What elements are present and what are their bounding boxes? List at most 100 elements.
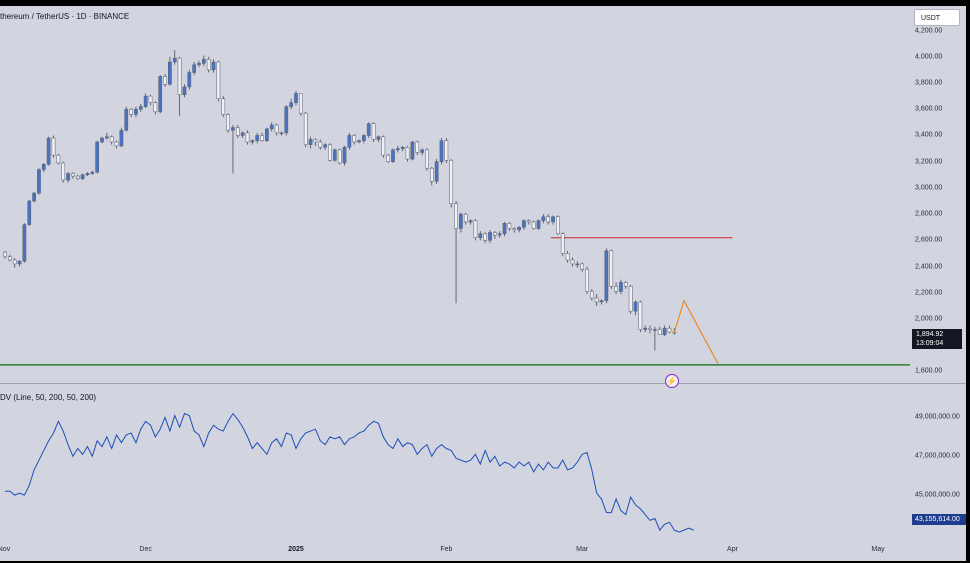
candle-down bbox=[153, 102, 158, 113]
candle-down bbox=[463, 213, 468, 223]
candle-up bbox=[105, 136, 109, 139]
candle-down bbox=[3, 251, 7, 257]
candle-up bbox=[37, 169, 41, 194]
candle-down bbox=[114, 141, 119, 147]
candle-up bbox=[308, 139, 313, 145]
candle-down bbox=[493, 232, 497, 236]
candle-up bbox=[497, 233, 502, 236]
candle-up bbox=[17, 261, 22, 265]
candle-down bbox=[454, 203, 458, 229]
candle-up bbox=[138, 106, 143, 110]
candle-up bbox=[134, 108, 138, 115]
price-chart[interactable] bbox=[0, 6, 910, 541]
candle-up bbox=[95, 141, 100, 173]
candle-up bbox=[357, 140, 361, 143]
time-tick-label: 2025 bbox=[288, 546, 304, 553]
candle-up bbox=[376, 136, 381, 140]
candle-down bbox=[609, 250, 614, 287]
price-tick-label: 3,800.00 bbox=[915, 79, 943, 87]
time-tick-label: Mar bbox=[576, 546, 589, 553]
candle-up bbox=[22, 224, 27, 262]
candle-down bbox=[526, 220, 531, 223]
candle-down bbox=[371, 123, 376, 140]
currency-button[interactable]: USDT bbox=[914, 9, 960, 26]
chart-area[interactable]: thereum / TetherUS · 1D · BINANCE DV (Li… bbox=[0, 6, 910, 541]
candle-down bbox=[507, 223, 512, 229]
chart-title[interactable]: thereum / TetherUS · 1D · BINANCE bbox=[0, 12, 130, 21]
candle-up bbox=[366, 123, 371, 136]
candle-up bbox=[27, 200, 32, 225]
candle-down bbox=[129, 108, 133, 115]
price-tick-label: 2,400.00 bbox=[915, 263, 943, 271]
candle-down bbox=[109, 136, 114, 143]
price-axis[interactable]: USDT 4,200.00 4,000.00 3,800.00 3,600.00 3,4… bbox=[910, 6, 966, 541]
candle-up bbox=[250, 140, 255, 143]
candle-down bbox=[71, 173, 75, 177]
candle-down bbox=[328, 144, 332, 161]
price-tick-label: 2,600.00 bbox=[915, 236, 943, 244]
pane-separator[interactable] bbox=[0, 383, 910, 384]
candle-down bbox=[585, 268, 589, 292]
candle-down bbox=[623, 282, 628, 287]
bar-countdown: 13:09:04 bbox=[916, 340, 944, 347]
candle-down bbox=[303, 112, 308, 145]
candle-down bbox=[313, 139, 318, 143]
candle-down bbox=[12, 259, 17, 265]
candle-up bbox=[284, 106, 289, 134]
candle-up bbox=[396, 148, 400, 151]
candle-down bbox=[216, 61, 221, 99]
candle-up bbox=[362, 135, 366, 141]
candle-up bbox=[541, 216, 546, 221]
candle-up bbox=[439, 140, 444, 162]
candle-down bbox=[8, 256, 12, 261]
candle-up bbox=[187, 72, 192, 88]
candle-down bbox=[444, 140, 449, 161]
time-tick-label: Apr bbox=[727, 546, 738, 553]
candle-up bbox=[211, 61, 216, 71]
candle-down bbox=[531, 221, 536, 229]
candle-up bbox=[80, 174, 85, 179]
candle-up bbox=[575, 263, 580, 266]
price-tick-label: 2,200.00 bbox=[915, 289, 943, 297]
candle-down bbox=[337, 149, 342, 164]
candle-up bbox=[124, 108, 129, 131]
candle-down bbox=[415, 141, 420, 153]
price-tick-label: 3,000.00 bbox=[915, 184, 943, 192]
candle-up bbox=[66, 173, 70, 181]
candle-up bbox=[168, 61, 172, 85]
candle-up bbox=[182, 86, 187, 96]
candle-up bbox=[633, 301, 638, 312]
candle-up bbox=[459, 213, 463, 229]
candle-down bbox=[512, 228, 517, 231]
candle-down bbox=[614, 285, 618, 292]
candle-up bbox=[502, 223, 507, 235]
price-tick-label: 1,600.00 bbox=[915, 367, 943, 375]
price-tick-label: 3,200.00 bbox=[915, 158, 943, 166]
indicator-title[interactable]: DV (Line, 50, 200, 50, 200) bbox=[0, 393, 97, 402]
candle-up bbox=[279, 132, 284, 135]
candle-down bbox=[570, 259, 575, 265]
candle-up bbox=[90, 171, 95, 174]
candle-down bbox=[565, 253, 570, 261]
candle-down bbox=[638, 301, 643, 330]
candle-up bbox=[468, 220, 473, 223]
candle-up bbox=[599, 300, 604, 303]
candle-up bbox=[100, 137, 104, 143]
time-axis[interactable]: Nov Dec 2025 Feb Mar Apr May bbox=[0, 541, 966, 561]
candle-up bbox=[192, 64, 197, 73]
candle-up bbox=[85, 173, 90, 176]
candle-up bbox=[400, 146, 405, 149]
candle-up bbox=[643, 327, 648, 330]
candle-down bbox=[61, 162, 66, 181]
candle-up bbox=[231, 127, 235, 131]
indicator-tick-label: 45,000,000.00 bbox=[915, 491, 960, 499]
candle-down bbox=[352, 135, 357, 143]
candle-up bbox=[434, 161, 439, 182]
indicator-tick-label: 47,000,000.00 bbox=[915, 452, 960, 460]
alert-lightning-icon[interactable]: ⚡ bbox=[665, 374, 679, 388]
candle-up bbox=[619, 282, 623, 292]
candle-down bbox=[657, 329, 662, 335]
candle-down bbox=[260, 135, 264, 141]
last-price-value: 1,894.92 bbox=[916, 331, 944, 338]
